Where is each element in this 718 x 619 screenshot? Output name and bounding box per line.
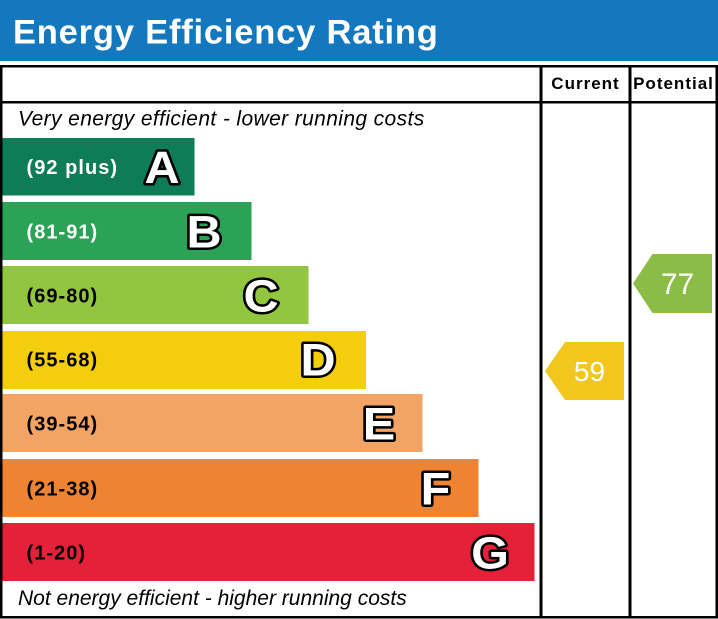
svg-text:G: G [471, 528, 509, 578]
svg-text:(81-91): (81-91) [27, 221, 99, 243]
svg-text:59: 59 [574, 356, 605, 387]
svg-text:A: A [144, 143, 179, 193]
svg-text:(55-68): (55-68) [27, 349, 99, 371]
svg-text:(69-80): (69-80) [27, 285, 99, 307]
svg-text:Energy Efficiency Rating: Energy Efficiency Rating [13, 13, 439, 51]
svg-text:D: D [300, 335, 335, 385]
svg-text:(92 plus): (92 plus) [27, 157, 119, 179]
svg-text:Not energy efficient - higher: Not energy efficient - higher running co… [18, 587, 407, 610]
svg-text:B: B [186, 207, 221, 257]
svg-text:Very energy efficient - lower: Very energy efficient - lower running co… [18, 107, 425, 130]
svg-text:E: E [363, 399, 395, 449]
svg-text:Current: Current [551, 74, 619, 93]
svg-text:F: F [421, 464, 451, 514]
svg-text:Potential: Potential [633, 74, 714, 93]
svg-text:77: 77 [661, 268, 694, 301]
svg-text:(39-54): (39-54) [27, 413, 99, 435]
svg-text:(1-20): (1-20) [27, 542, 87, 564]
svg-text:C: C [243, 271, 278, 321]
svg-text:(21-38): (21-38) [27, 478, 99, 500]
